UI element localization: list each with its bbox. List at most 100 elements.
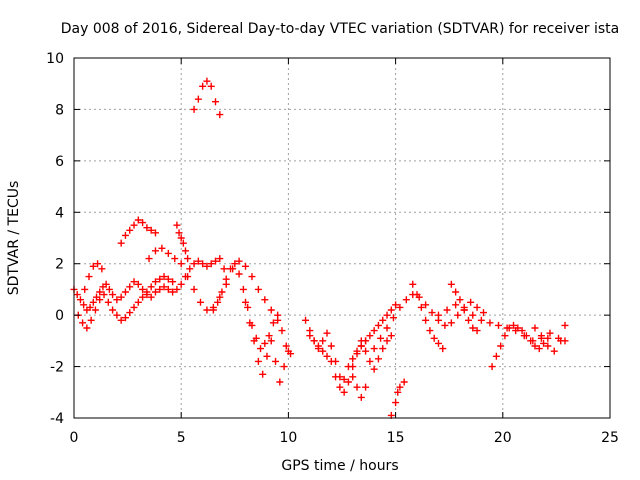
data-point [113,311,121,319]
data-point [370,345,378,353]
data-point [222,275,230,283]
data-point [267,306,275,314]
data-point [73,291,81,299]
y-tick-label: 0 [55,308,64,324]
data-point [469,311,477,319]
data-point [374,321,382,329]
data-point [164,249,172,257]
data-point [121,314,129,322]
data-point [239,285,247,293]
data-point [394,388,402,396]
data-point [126,309,134,317]
data-point [396,303,404,311]
data-point [447,319,455,327]
data-point [156,285,164,293]
data-point [143,288,151,296]
data-point [362,347,370,355]
series-arc-5 [173,221,192,263]
data-point [259,370,267,378]
x-tick-label: 20 [494,430,512,446]
data-point [379,316,387,324]
y-tick-label: 4 [55,205,64,221]
series-arc-15 [370,291,488,353]
data-point [231,260,239,268]
data-point [402,296,410,304]
data-point [181,247,189,255]
data-point [177,260,185,268]
data-point [383,337,391,345]
data-point [486,319,494,327]
data-point [274,311,282,319]
data-point [527,337,535,345]
data-point [139,219,147,227]
data-point [216,111,224,119]
series-arc-8 [209,260,295,358]
data-point [184,255,192,263]
data-point [456,296,464,304]
series-arc-20 [531,321,569,355]
data-point [379,345,387,353]
data-point [173,285,181,293]
data-point [179,239,187,247]
x-tick-labels: 0 5 10 15 20 25 [70,430,619,446]
data-point [160,273,168,281]
data-point [422,301,430,309]
data-point [147,283,155,291]
data-point [199,260,207,268]
data-point [400,378,408,386]
data-point [349,363,357,371]
data-point [535,345,543,353]
data-point [227,265,235,273]
data-point [452,301,460,309]
grid-lines [74,58,610,418]
data-point [434,339,442,347]
data-point [392,399,400,407]
data-point [242,298,250,306]
series-arc-19 [488,321,552,371]
data-point [246,319,254,327]
x-tick-label: 15 [387,430,405,446]
data-point [207,260,215,268]
data-point [280,363,288,371]
data-point [203,77,211,85]
plot-frame [73,57,611,419]
data-point [389,314,397,322]
data-point [362,383,370,391]
data-point [284,347,292,355]
data-point [171,255,179,263]
y-tick-label: -4 [50,411,64,427]
data-point [117,293,125,301]
data-point [340,375,348,383]
data-point [546,329,554,337]
data-point [387,306,395,314]
data-point [537,332,545,340]
data-point [413,291,421,299]
data-point [374,355,382,363]
data-point [443,306,451,314]
data-point [323,352,331,360]
data-point [480,309,488,317]
data-point [121,288,129,296]
data-point [109,291,117,299]
data-point [332,357,340,365]
data-point [357,393,365,401]
data-point [282,342,290,350]
data-point [497,342,505,350]
data-point [94,260,102,268]
data-point [336,383,344,391]
data-point [417,303,425,311]
data-point [109,306,117,314]
x-tick-label: 25 [601,430,619,446]
data-point [203,262,211,270]
data-point [514,324,522,332]
data-point [130,303,138,311]
data-point [89,262,97,270]
data-point [91,306,99,314]
data-point [81,285,89,293]
data-point [190,260,198,268]
data-point [353,350,361,358]
x-tick-label: 0 [70,430,79,446]
data-point [220,265,228,273]
data-point [310,337,318,345]
